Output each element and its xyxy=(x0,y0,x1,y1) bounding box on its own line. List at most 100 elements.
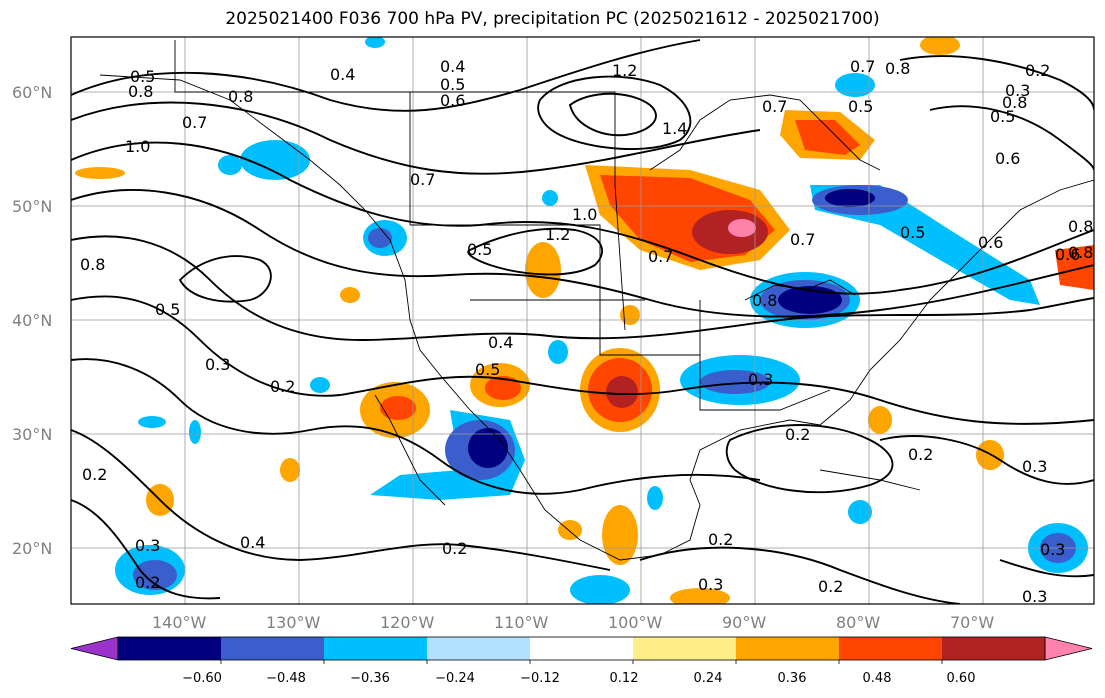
lon-label: 140°W xyxy=(152,613,207,632)
contour-label: 0.2 xyxy=(82,465,107,484)
precip-blob xyxy=(542,190,558,206)
contour-label: 0.6 xyxy=(1055,245,1080,264)
contour-label: 0.8 xyxy=(752,291,777,310)
lat-label: 50°N xyxy=(12,197,52,216)
contour-label: 0.3 xyxy=(1040,540,1065,559)
pv-contour-labels: 0.5 0.8 0.8 1.0 0.7 0.8 0.5 0.3 0.2 0.2 … xyxy=(80,57,1093,606)
colorbar-ticks: −0.60 −0.48 −0.36 −0.24 −0.12 0.12 0.24 … xyxy=(182,671,975,686)
contour-label: 0.7 xyxy=(790,230,815,249)
colorbar-segment xyxy=(530,637,634,660)
contour-label: 0.8 xyxy=(1002,93,1027,112)
contour-label: 0.3 xyxy=(1005,81,1030,100)
precip-blob xyxy=(795,120,860,155)
colorbar-outline xyxy=(117,636,1046,661)
contour-label: 0.3 xyxy=(1022,587,1047,606)
contour-label: 1.4 xyxy=(662,119,687,138)
precip-blob xyxy=(848,500,872,524)
colorbar-segment xyxy=(427,637,531,660)
precip-blob xyxy=(525,242,561,298)
precip-blob xyxy=(647,486,663,510)
lat-label: 40°N xyxy=(12,311,52,330)
contour-label: 0.2 xyxy=(908,445,933,464)
contour-label: 0.5 xyxy=(990,107,1015,126)
precip-blob xyxy=(75,167,125,179)
contour-label: 0.7 xyxy=(410,170,435,189)
contour-label: 0.4 xyxy=(330,65,355,84)
contour-label: 0.8 xyxy=(885,59,910,78)
contour-label: 1.2 xyxy=(545,225,570,244)
precip-blob xyxy=(368,228,392,248)
precip-blob xyxy=(670,588,730,604)
contour-label: 0.8 xyxy=(228,87,253,106)
precip-blob xyxy=(218,155,242,175)
precip-blob xyxy=(835,73,875,97)
latitude-labels: 60°N 50°N 40°N 30°N 20°N xyxy=(12,83,52,558)
precip-blob xyxy=(868,406,892,434)
colorbar-segment xyxy=(942,637,1046,660)
precip-blob xyxy=(1055,245,1094,290)
lat-label: 60°N xyxy=(12,83,52,102)
precip-blob xyxy=(240,140,310,180)
contour-label: 0.6 xyxy=(995,149,1020,168)
lon-label: 90°W xyxy=(722,613,766,632)
contour-label: 0.2 xyxy=(785,425,810,444)
contour-label: 0.8 xyxy=(1068,217,1093,236)
precip-blob xyxy=(340,287,360,303)
colorbar-tick-label: 0.36 xyxy=(778,671,807,686)
contour-label: 0.6 xyxy=(978,233,1003,252)
precip-blob xyxy=(825,189,875,207)
map-panel: 0.5 0.8 0.8 1.0 0.7 0.8 0.5 0.3 0.2 0.2 … xyxy=(71,37,1094,606)
contour-label: 0.3 xyxy=(205,355,230,374)
map-title: 2025021400 F036 700 hPa PV, precipitatio… xyxy=(225,9,880,29)
contour-label: 1.0 xyxy=(125,137,150,156)
lon-label: 80°W xyxy=(836,613,880,632)
precip-blob xyxy=(606,376,638,408)
lat-label: 30°N xyxy=(12,425,52,444)
colorbar-tick-label: −0.60 xyxy=(182,671,222,686)
precip-blob xyxy=(548,340,568,364)
coastlines xyxy=(99,40,1094,561)
precip-blob xyxy=(728,219,756,237)
precip-blob xyxy=(602,505,638,565)
contour-label: 0.2 xyxy=(135,573,160,592)
precip-blob xyxy=(810,185,1040,305)
lon-label: 130°W xyxy=(266,613,321,632)
precip-blob xyxy=(189,420,201,444)
precip-blob xyxy=(558,520,582,540)
contour-label: 0.4 xyxy=(440,57,465,76)
contour-label: 0.4 xyxy=(240,533,265,552)
contour-label: 0.5 xyxy=(467,240,492,259)
precip-blob xyxy=(485,376,521,400)
contour-label: 0.8 xyxy=(128,82,153,101)
map-frame xyxy=(70,36,1095,605)
colorbar-segment xyxy=(118,637,222,660)
lon-label: 120°W xyxy=(380,613,435,632)
contour-label: 0.5 xyxy=(440,75,465,94)
pv-contours xyxy=(71,39,1094,604)
colorbar-tick-label: −0.24 xyxy=(435,671,475,686)
precip-blob xyxy=(570,575,630,604)
contour-label: 0.5 xyxy=(848,97,873,116)
precip-blob xyxy=(365,37,385,48)
colorbar xyxy=(70,636,1093,664)
contour-label: 0.7 xyxy=(182,113,207,132)
contour-label: 0.2 xyxy=(270,377,295,396)
contour-label: 0.6 xyxy=(440,91,465,110)
contour-label: 0.2 xyxy=(818,577,843,596)
contour-label: 0.7 xyxy=(648,247,673,266)
precip-blob xyxy=(133,560,177,590)
colorbar-segment xyxy=(324,637,428,660)
colorbar-segment xyxy=(633,637,737,660)
contour-label: 0.7 xyxy=(850,57,875,76)
precip-blob xyxy=(280,458,300,482)
precip-blob xyxy=(380,396,416,420)
precip-blob xyxy=(920,37,960,55)
colorbar-tick-label: 0.12 xyxy=(610,671,639,686)
precip-blob xyxy=(700,370,770,394)
colorbar-tick-label: −0.36 xyxy=(350,671,390,686)
contour-label: 0.5 xyxy=(155,300,180,319)
precip-fill-layer xyxy=(75,37,1094,604)
colorbar-segment xyxy=(736,637,840,660)
contour-label: 0.2 xyxy=(1025,61,1050,80)
